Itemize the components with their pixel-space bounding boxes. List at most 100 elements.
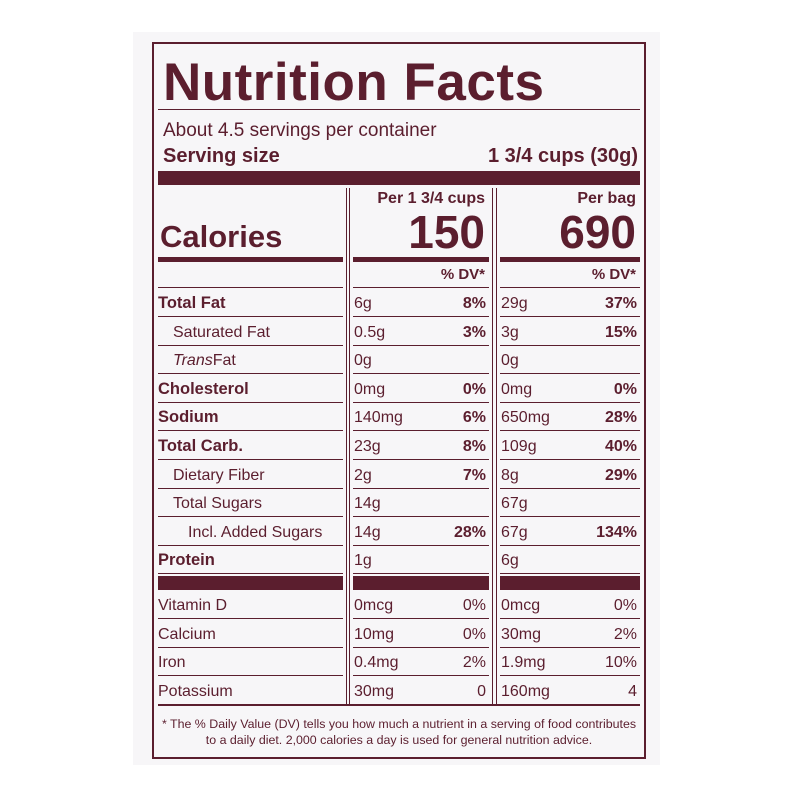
daily-value: 0: [477, 682, 486, 700]
amount: 10mg: [354, 625, 395, 643]
dv-header: % DV*: [591, 266, 636, 283]
amount: 2g: [354, 466, 372, 484]
amount: 3g: [501, 323, 519, 341]
value-cell: 0mg 0%: [500, 376, 640, 403]
value-cell: 10mg 0%: [353, 621, 489, 648]
amount: 30mg: [354, 682, 395, 700]
nutrient-label: Calcium: [158, 625, 216, 643]
nutrient-name: Cholesterol: [158, 376, 343, 403]
nutrient-name: Total Sugars: [158, 490, 343, 518]
amount: 30mg: [501, 625, 542, 643]
column-header: Per 1 3/4 cups: [377, 190, 485, 207]
nutrient-label: Vitamin D: [158, 597, 228, 614]
value-cell: 23g 8%: [353, 433, 489, 460]
nutrient-label: Total Sugars: [173, 495, 262, 513]
value-cell: 30mg 2%: [500, 621, 640, 648]
value-cell: 0mg 0%: [353, 376, 489, 403]
nutrient-name: Potassium: [158, 678, 343, 705]
nutrient-label: Sodium: [158, 408, 219, 427]
nutrient-name: Calcium: [158, 621, 343, 648]
amount: 0.4mg: [354, 654, 399, 672]
daily-value: 2%: [462, 654, 486, 672]
label-border: [152, 42, 646, 759]
nutrient-name-text: Fat: [212, 352, 236, 370]
amount: 8g: [501, 466, 519, 484]
nutrient-label: Potassium: [158, 682, 233, 700]
daily-value: 4: [628, 682, 637, 700]
calories-value: 150: [408, 206, 485, 258]
nutrient-label: Cholesterol: [158, 379, 249, 398]
nutrient-prefix: Trans: [173, 352, 213, 370]
amount: 0mcg: [354, 597, 394, 614]
footnote: * The % Daily Value (DV) tells you how m…: [161, 717, 637, 747]
amount: 650mg: [501, 409, 550, 427]
daily-value: 6%: [462, 409, 486, 427]
thick-rule: [158, 257, 343, 262]
value-cell: 0.5g 3%: [353, 319, 489, 346]
nutrient-name: Sodium: [158, 404, 343, 432]
daily-value: 0%: [462, 380, 486, 398]
column-header: Per bag: [577, 190, 636, 207]
daily-value: 7%: [462, 466, 486, 484]
rule: [158, 109, 640, 110]
amount: 14g: [354, 523, 381, 541]
nutrient-name: Vitamin D: [158, 592, 343, 619]
value-cell: 67g 134%: [500, 519, 640, 546]
value-cell: 14g: [353, 490, 489, 518]
label-background: [133, 32, 660, 765]
thick-rule: [500, 576, 640, 590]
nutrient-label: Dietary Fiber: [173, 466, 265, 484]
amount: 0mcg: [501, 597, 541, 614]
servings: About 4.5 servings per container: [163, 120, 437, 141]
value-cell: 1.9mg 10%: [500, 649, 640, 677]
value-cell: 30mg 0: [353, 678, 489, 705]
amount: 1.9mg: [501, 654, 546, 672]
daily-value: 28%: [604, 409, 637, 427]
value-cell: 14g 28%: [353, 519, 489, 546]
daily-value: 0%: [462, 597, 486, 614]
bottom-rule: [158, 704, 640, 706]
value-cell: 0mcg 0%: [353, 592, 489, 619]
nutrient-label: Iron: [158, 654, 186, 672]
calories-label: Calories: [160, 219, 283, 254]
thick-rule: [158, 171, 640, 185]
divider: [496, 188, 497, 705]
amount: 6g: [501, 552, 519, 570]
serving-size-label: Serving size: [163, 145, 280, 167]
value-cell: 140mg 6%: [353, 404, 489, 432]
amount: 0.5g: [354, 323, 386, 341]
daily-value: 2%: [613, 625, 637, 643]
amount: 14g: [354, 495, 381, 513]
value-cell: 2g 7%: [353, 462, 489, 489]
value-cell: 29g 37%: [500, 290, 640, 317]
daily-value: 0%: [613, 597, 637, 614]
divider: [349, 188, 350, 705]
daily-value: 0%: [462, 625, 486, 643]
daily-value: 29%: [604, 466, 637, 484]
nutrient-name: Saturated Fat: [158, 319, 343, 346]
amount: 0g: [501, 352, 519, 370]
daily-value: 15%: [604, 323, 637, 341]
amount: 29g: [501, 295, 528, 312]
thick-rule: [500, 257, 640, 262]
serving-size-value: 1 3/4 cups (30g): [487, 145, 638, 167]
value-cell: 0g: [353, 347, 489, 375]
amount: 67g: [501, 523, 528, 541]
value-cell: 650mg 28%: [500, 404, 640, 432]
amount: 6g: [354, 295, 372, 312]
nutrient-name: Dietary Fiber: [158, 462, 343, 489]
value-cell: 0g: [500, 347, 640, 375]
daily-value: 40%: [604, 438, 637, 455]
value-cell: 6g: [500, 547, 640, 575]
nutrient-label: Saturated Fat: [173, 323, 270, 341]
value-cell: 6g 8%: [353, 290, 489, 317]
daily-value: 10%: [604, 654, 637, 672]
daily-value: 8%: [462, 295, 486, 312]
thick-rule: [158, 576, 343, 590]
daily-value: 0%: [613, 380, 637, 398]
value-cell: 0mcg 0%: [500, 592, 640, 619]
divider: [492, 188, 493, 705]
rule: [158, 287, 343, 288]
nutrient-label: Incl. Added Sugars: [188, 523, 323, 541]
